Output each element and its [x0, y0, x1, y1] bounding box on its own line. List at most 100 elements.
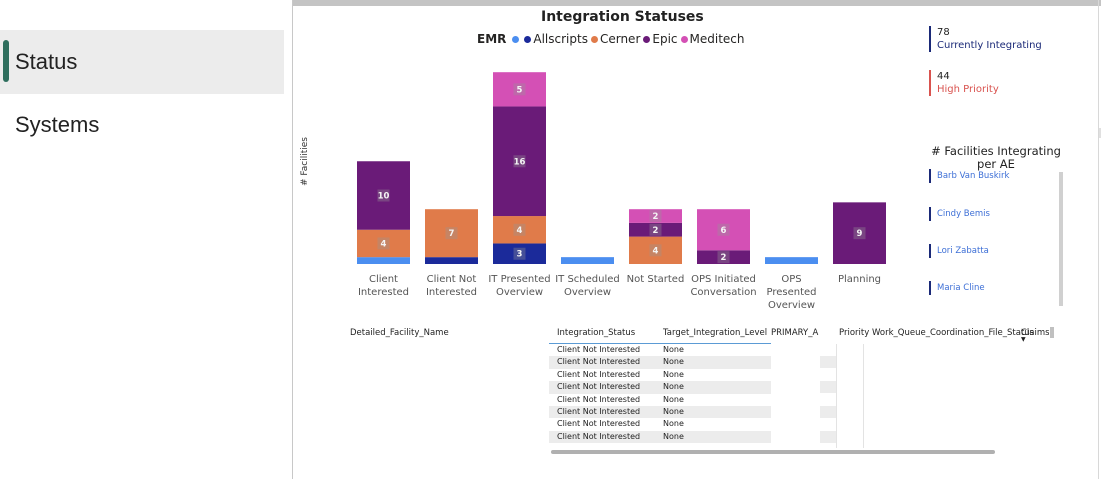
data-label-bg [649, 210, 662, 223]
bar-segment-blank[interactable] [561, 257, 614, 264]
table-row[interactable]: Client Not Interested None [549, 356, 771, 369]
data-label: 4 [653, 246, 659, 256]
bar-segment-blank[interactable] [765, 257, 818, 264]
col-header-priority[interactable]: Priority [839, 328, 870, 338]
data-label: 16 [514, 157, 526, 167]
x-tick-label-line: IT Scheduled [555, 274, 620, 285]
x-tick-label: Not Started [621, 273, 691, 286]
data-label: 10 [378, 192, 390, 202]
bar-segment-blank[interactable] [357, 257, 410, 264]
bar-segment-cerner[interactable] [493, 216, 546, 244]
legend-dot [590, 35, 598, 43]
kpi-value: 44 [937, 71, 950, 82]
col-header-primary-ae[interactable]: PRIMARY_AE [771, 328, 819, 338]
sort-desc-icon[interactable]: ▼ [1021, 336, 1026, 343]
data-label-bg [377, 237, 390, 250]
ae-list-scrollbar[interactable] [1059, 172, 1063, 306]
data-label: 5 [517, 85, 523, 95]
bar-segment-allscripts[interactable] [493, 243, 546, 264]
chart-legend: EMR Allscripts Cerner Epic Meditech [477, 32, 748, 46]
col-header-target-level[interactable]: Target_Integration_Level [663, 328, 768, 338]
legend-item-cerner[interactable]: Cerner [590, 32, 640, 46]
legend-dot [524, 35, 532, 43]
table-row[interactable]: Client Not Interested None [549, 369, 771, 381]
cell-target-level: None [663, 431, 684, 441]
data-label: 4 [517, 226, 523, 236]
legend-item-blank[interactable] [512, 35, 521, 43]
cell-priority-shade [820, 356, 836, 369]
table-row[interactable]: Client Not Interested None [549, 406, 771, 419]
col-header-integration-status[interactable]: Integration_Status [557, 328, 636, 338]
cell-target-level: None [663, 407, 684, 416]
sidebar: Status Systems [0, 0, 292, 479]
ae-item[interactable]: Cindy Bemis [929, 207, 990, 221]
table-horizontal-scrollbar[interactable] [551, 450, 995, 454]
bar-segment-cerner[interactable] [425, 209, 478, 258]
cell-integration-status: Client Not Interested [557, 407, 641, 416]
kpi-value: 78 [937, 27, 950, 38]
bar-segment-epic[interactable] [629, 222, 682, 237]
bar-segment-epic[interactable] [493, 106, 546, 217]
bar-segment-epic[interactable] [357, 161, 410, 230]
ae-item[interactable]: Lori Zabatta [929, 244, 989, 258]
data-label-bg [513, 223, 526, 236]
bar-segment-cerner[interactable] [357, 229, 410, 258]
canvas-right-edge [1098, 0, 1099, 479]
x-tick-label-line: Interested [425, 287, 478, 298]
legend-title: EMR [477, 32, 507, 46]
bar-segment-epic[interactable] [833, 202, 886, 264]
kpi-currently-integrating[interactable]: 78 Currently Integrating [929, 26, 1079, 52]
legend-item-allscripts[interactable]: Allscripts [524, 32, 588, 46]
canvas-top-bar [293, 0, 1101, 6]
x-tick-label-line: Not Started [626, 274, 685, 285]
ae-item[interactable]: Barb Van Buskirk [929, 169, 1009, 183]
data-label-bg [445, 227, 458, 240]
legend-label: Allscripts [533, 32, 588, 46]
x-tick-label: OPS Presented Overview [757, 273, 827, 312]
data-label: 3 [517, 250, 523, 260]
bar-segment-meditech[interactable] [697, 209, 750, 251]
table-row[interactable]: Client Not Interested None [549, 344, 771, 356]
legend-item-epic[interactable]: Epic [643, 32, 678, 46]
bar-segment-allscripts[interactable] [425, 257, 478, 264]
data-label-bg [717, 223, 730, 236]
ae-title-line: # Facilities Integrating [931, 144, 1061, 158]
bar-segment-meditech[interactable] [629, 209, 682, 223]
ae-item[interactable]: Maria Cline [929, 281, 985, 295]
col-header-wq-status[interactable]: Work_Queue_Coordination_File_Status [872, 328, 1035, 338]
data-label-bg [649, 223, 662, 236]
x-tick-label-line: Overview [767, 300, 816, 311]
legend-item-meditech[interactable]: Meditech [680, 32, 745, 46]
x-tick-label-line: Client [369, 274, 398, 285]
table-row[interactable]: Client Not Interested None [549, 381, 771, 394]
cell-integration-status: Client Not Interested [557, 431, 641, 441]
table-row[interactable]: Client Not Interested None [549, 394, 771, 406]
bar-segment-epic[interactable] [697, 250, 750, 264]
data-label: 4 [381, 239, 387, 249]
sidebar-item-systems[interactable]: Systems [0, 93, 284, 157]
legend-dot [643, 35, 651, 43]
sidebar-item-label: Status [15, 49, 78, 74]
legend-label: Epic [652, 32, 678, 46]
cell-target-level: None [663, 382, 684, 392]
sidebar-item-status[interactable]: Status [0, 30, 284, 94]
table-header-underline [549, 343, 771, 344]
data-label: 2 [653, 226, 659, 236]
x-tick-label-line: IT Presented [488, 274, 551, 285]
col-header-facility-name[interactable]: Detailed_Facility_Name [350, 328, 449, 338]
column-resize-handle[interactable] [1050, 327, 1054, 338]
kpi-label: Currently Integrating [937, 40, 1042, 51]
data-label: 7 [449, 229, 455, 239]
x-tick-label-line: Interested [357, 287, 410, 298]
x-tick-label-line: Conversation [690, 287, 757, 298]
data-label-bg [649, 244, 662, 257]
col-header-claims[interactable]: Claims_ [1021, 328, 1049, 338]
bar-segment-cerner[interactable] [629, 236, 682, 264]
kpi-high-priority[interactable]: 44 High Priority [929, 70, 1079, 96]
cell-integration-status: Client Not Interested [557, 382, 641, 392]
cell-target-level: None [663, 394, 684, 404]
canvas-scrollbar[interactable] [1098, 128, 1101, 138]
table-row[interactable]: Client Not Interested None [549, 430, 771, 444]
bar-segment-meditech[interactable] [493, 72, 546, 107]
table-row[interactable]: Client Not Interested None [549, 418, 771, 430]
